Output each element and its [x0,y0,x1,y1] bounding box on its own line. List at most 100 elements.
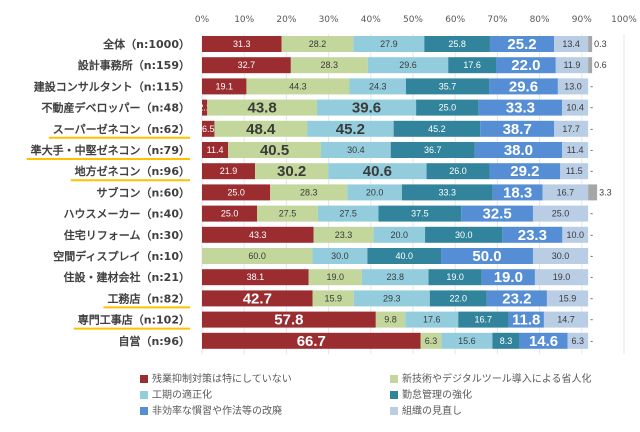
data-label: 13.4 [562,39,580,49]
data-label: 43.3 [249,230,267,240]
bar-segment [426,163,490,180]
data-label: 19.0 [553,272,571,282]
bar-segment [202,311,376,328]
category-label: 住宅リフォーム（n:30） [64,228,190,242]
data-label: 29.3 [383,293,401,303]
bar-segment [489,36,555,52]
bar-segment [532,248,589,264]
data-label: 16.7 [475,315,493,325]
bar-segment [207,99,317,116]
data-label: 15.6 [458,336,476,346]
legend-swatch [390,391,398,399]
legend-item: 勤怠管理の強化 [390,386,472,401]
data-label-other: 0.6 [594,60,607,70]
data-label-other: - [590,230,593,240]
bar-segment [461,205,533,222]
data-label: 10.0 [566,230,584,240]
bar-segment [554,120,589,137]
bar-segment [486,290,547,307]
bar-segment [534,269,589,286]
data-label-other: - [590,81,593,91]
bar-segment [543,311,589,328]
bar-segment [405,311,459,328]
data-label: 23.8 [386,272,404,282]
data-label: 22.0 [450,293,468,303]
bar-segment-other [588,36,593,52]
bar-segment [448,57,497,74]
bar-segment [375,311,406,328]
data-label: 11.5 [566,166,583,176]
bar-segment [492,332,520,349]
bar-segment [202,205,258,222]
bar-segment [489,78,558,95]
data-label: 36.7 [424,145,442,155]
bar-segment [420,332,442,349]
data-label-other: - [590,315,593,325]
bar-segment [202,57,291,74]
data-label: 25.2 [507,36,536,53]
data-label: 29.6 [509,78,538,95]
data-label: 6.3 [425,336,438,346]
legend-label: 残業抑制対策は特にしていない [152,374,292,385]
data-label: 40.6 [363,163,392,180]
bars: 31.3 28.2 27.9 25.8 25.2 13.4 0.3 32.7 28.3 29.6 1… [198,36,612,350]
bar-segment [361,269,429,286]
bar-segment [561,142,589,158]
bar-segment [307,120,394,137]
x-tick-label: 50% [403,15,423,25]
category-label: 設計事務所（n:159） [78,58,190,72]
bar-segment [367,57,449,74]
data-label-other: - [590,145,593,155]
bar-segment [429,290,487,307]
data-label-other: 3.3 [599,187,612,197]
data-label: 14.7 [557,315,575,325]
bar-segment [316,99,417,116]
x-tick-label: 10% [234,15,254,25]
data-label: 30.4 [347,145,365,155]
category-label: 全体（n:1000） [102,37,190,51]
data-label: 29.2 [510,163,539,180]
legend-item: 工期の適正化 [140,386,212,401]
bar-segment [480,120,555,137]
bar-segment [202,332,421,349]
bar-segment [202,99,208,116]
bar-segment [202,269,309,286]
legend-swatch [390,375,398,383]
legend-label: 工期の適正化 [152,390,212,401]
legend-swatch [140,391,148,399]
data-label: 2.1 [198,103,211,113]
legend-item: 非効率な慣習や作法等の改廃 [140,402,282,417]
data-label: 25.0 [227,187,245,197]
data-label: 24.3 [369,81,387,91]
data-label: 33.3 [506,100,535,117]
data-label: 27.5 [339,209,357,219]
data-label: 14.6 [529,333,558,350]
data-label-other: - [590,166,593,176]
bar-segment [555,57,589,74]
data-label: 26.0 [449,166,467,176]
legend-item: 組織の見直し [390,402,462,417]
data-label: 33.3 [439,187,457,197]
data-label: 18.3 [503,184,532,201]
data-label: 10.4 [566,103,584,113]
data-label: 29.6 [399,60,417,70]
data-label-other: - [590,103,593,113]
bar-segment [270,184,348,201]
category-label: 不動産デベロッパー（n:48） [41,101,190,115]
bar-segment [424,36,490,52]
bar-segment [202,142,229,158]
bar-segment [202,248,313,264]
bar-segment [393,120,481,137]
category-label: ハウスメーカー（n:40） [63,208,190,221]
bar-segment [367,248,442,264]
data-label: 40.0 [395,251,413,261]
legend-swatch [390,407,398,415]
legend-label: 組織の見直し [402,406,462,417]
bar-segment [458,311,509,328]
bar-segment [557,78,589,95]
bar-segment [478,99,563,116]
x-tick-label: 90% [572,15,592,25]
data-label: 27.5 [279,209,297,219]
data-label-other: - [590,251,593,261]
bar-segment [562,99,589,116]
